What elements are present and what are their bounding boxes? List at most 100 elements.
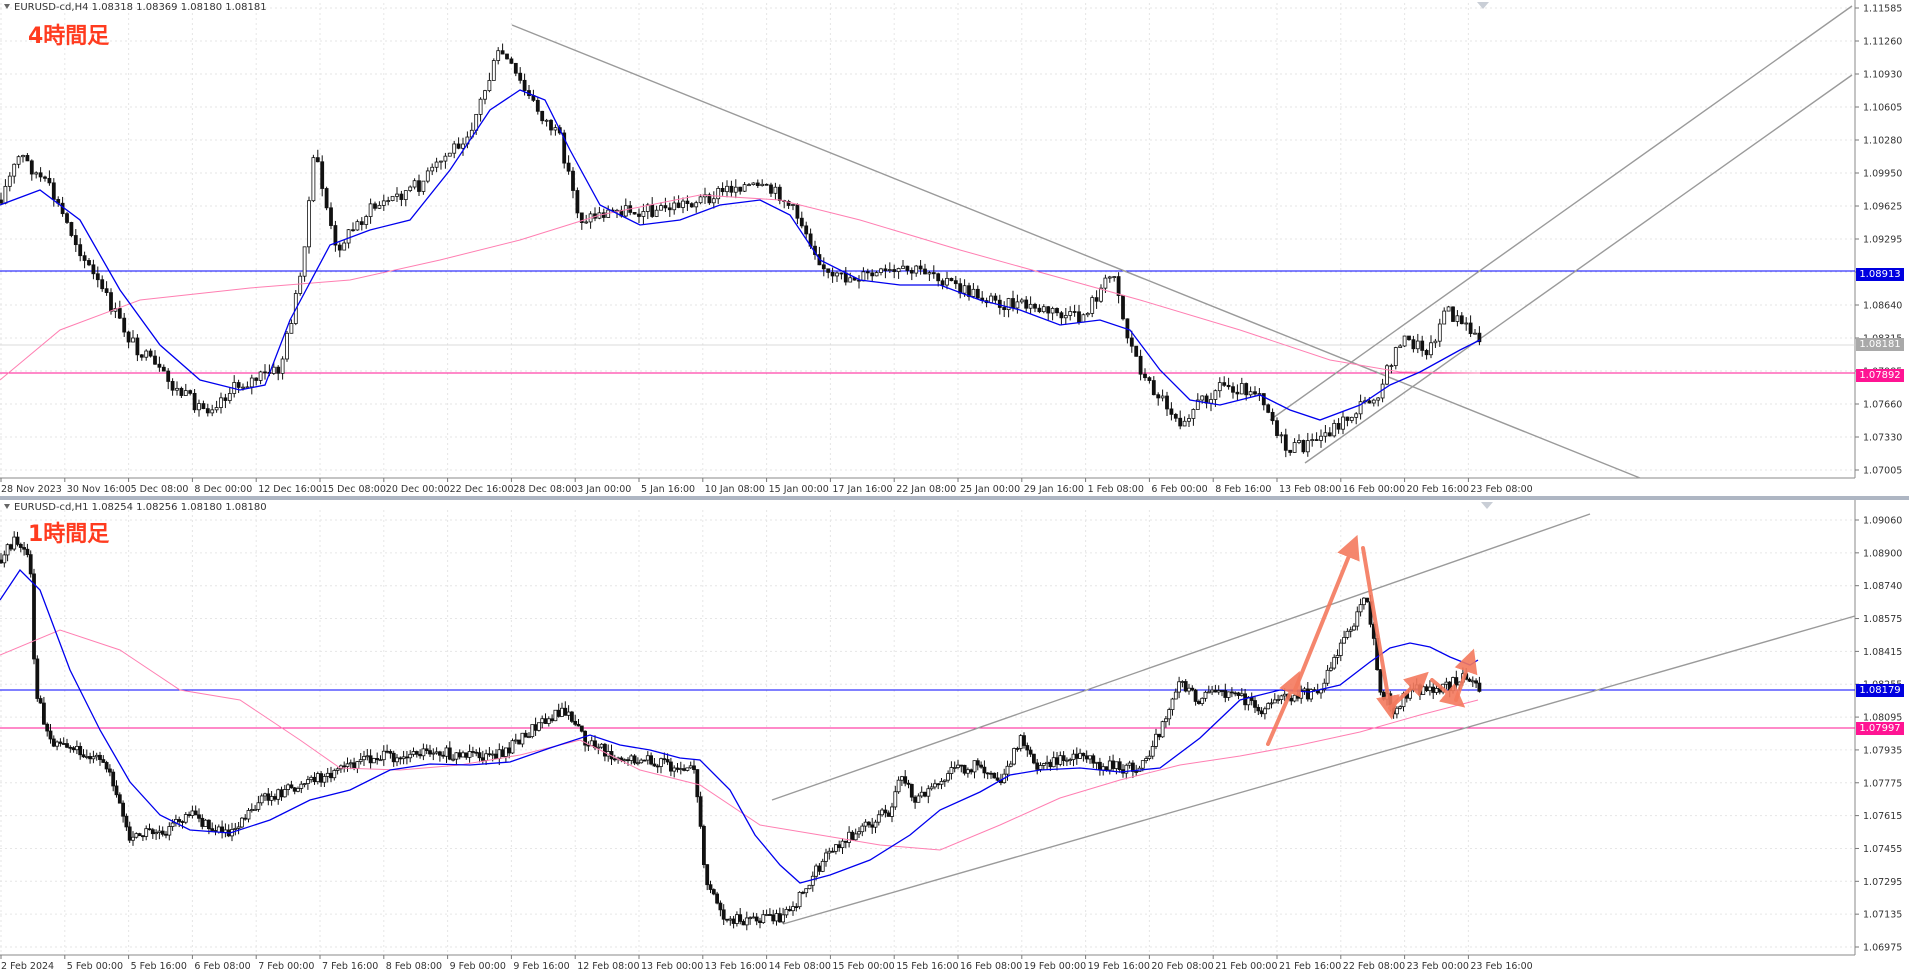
candlestick (906, 782, 911, 785)
candlestick (1305, 440, 1310, 453)
candlestick (1197, 701, 1201, 704)
chart-shift-marker-icon[interactable] (1477, 2, 1489, 9)
candlestick (919, 791, 924, 797)
collapse-triangle-icon[interactable] (4, 504, 10, 509)
candlestick (42, 702, 46, 725)
candlestick (1005, 765, 1010, 775)
candlestick (791, 204, 795, 206)
candlestick (1272, 699, 1277, 704)
candlestick (276, 366, 281, 374)
candlestick (124, 815, 129, 828)
chart-shift-marker-icon[interactable] (1481, 502, 1493, 509)
x-tick-label: 17 Jan 16:00 (832, 484, 892, 495)
candlestick (584, 221, 589, 224)
candlestick (1098, 761, 1102, 771)
h4-chart-window[interactable]: 1.11585 1.11260 1.10930 1.10605 1.10280 1.099… (0, 0, 1909, 496)
candlestick (1077, 311, 1081, 323)
candlestick (801, 891, 805, 894)
candlestick (205, 408, 210, 414)
candlestick (474, 113, 479, 131)
candlestick (200, 817, 205, 827)
candlestick (2, 554, 7, 564)
candlestick (65, 743, 69, 748)
candlestick (1012, 748, 1016, 765)
candlestick (1259, 710, 1264, 715)
h1-chart-window[interactable]: 1.090601.089001.087401.085751.084151.082… (0, 500, 1909, 970)
candlestick (847, 831, 851, 843)
candlestick (929, 786, 934, 790)
candlestick (1180, 681, 1185, 683)
h4-chart-canvas[interactable]: 1.11585 1.11260 1.10930 1.10605 1.10280 1.099… (0, 0, 1909, 496)
candlestick (391, 752, 396, 763)
window-splitter[interactable] (0, 496, 1909, 500)
candlestick (949, 767, 954, 774)
h1-chart-canvas[interactable]: 1.090601.089001.087401.085751.084151.082… (0, 500, 1909, 970)
collapse-triangle-icon[interactable] (4, 4, 10, 9)
candlestick (1473, 332, 1477, 335)
candlestick (227, 393, 232, 401)
candlestick (180, 821, 185, 823)
candlestick (860, 825, 865, 833)
candlestick (747, 184, 751, 186)
candlestick (1068, 759, 1073, 761)
candlestick (530, 724, 535, 737)
candlestick (1124, 764, 1129, 774)
x-tick-label: 28 Dec 08:00 (513, 484, 577, 495)
candlestick (214, 407, 219, 411)
candlestick (1421, 686, 1426, 695)
x-tick-label: 30 Nov 16:00 (67, 484, 131, 495)
candlestick (1437, 323, 1442, 342)
candlestick (1107, 760, 1112, 771)
candlestick (945, 277, 949, 286)
candlestick (470, 751, 475, 753)
candlestick (1279, 434, 1284, 437)
candlestick (1288, 449, 1293, 453)
candlestick (975, 760, 980, 766)
x-tick-label: 21 Feb 00:00 (1215, 961, 1277, 970)
candlestick (1085, 312, 1090, 316)
candlestick (936, 273, 941, 282)
candlestick (540, 718, 545, 724)
candlestick (78, 244, 83, 257)
h1-magenta-level-tag: 1.07997 (1856, 722, 1904, 735)
candlestick (1094, 761, 1099, 764)
candlestick (509, 58, 514, 64)
candlestick (1248, 391, 1253, 396)
candlestick (843, 840, 848, 843)
candlestick (58, 741, 63, 744)
candlestick (206, 819, 211, 830)
candlestick (1433, 340, 1438, 344)
candlestick (1038, 765, 1043, 770)
candlestick (263, 793, 267, 797)
candlestick (203, 819, 208, 827)
x-tick-label: 13 Feb 08:00 (1279, 484, 1341, 495)
candlestick (886, 812, 891, 817)
candlestick (755, 182, 760, 187)
candlestick (777, 913, 782, 923)
candlestick (1477, 332, 1482, 343)
candlestick (82, 255, 87, 261)
candlestick (517, 739, 521, 745)
candlestick (1447, 681, 1452, 692)
candlestick (972, 760, 977, 773)
x-tick-label: 13 Feb 00:00 (641, 961, 703, 970)
candlestick (1191, 409, 1196, 419)
candlestick (1157, 733, 1162, 738)
candlestick (332, 770, 337, 779)
candlestick (1022, 735, 1026, 746)
candlestick (22, 547, 27, 550)
candlestick (573, 720, 578, 725)
x-tick-label: 7 Feb 16:00 (322, 961, 378, 970)
candlestick (742, 184, 747, 192)
annotation-arrow (1266, 670, 1302, 746)
candlestick (65, 213, 69, 223)
candlestick (575, 190, 580, 214)
candlestick (1442, 310, 1447, 325)
candlestick (1378, 669, 1383, 693)
candlestick (0, 199, 3, 204)
candlestick (362, 756, 366, 761)
candlestick (271, 366, 276, 374)
candlestick (748, 917, 752, 920)
candlestick (738, 914, 743, 922)
candlestick (1018, 735, 1023, 749)
